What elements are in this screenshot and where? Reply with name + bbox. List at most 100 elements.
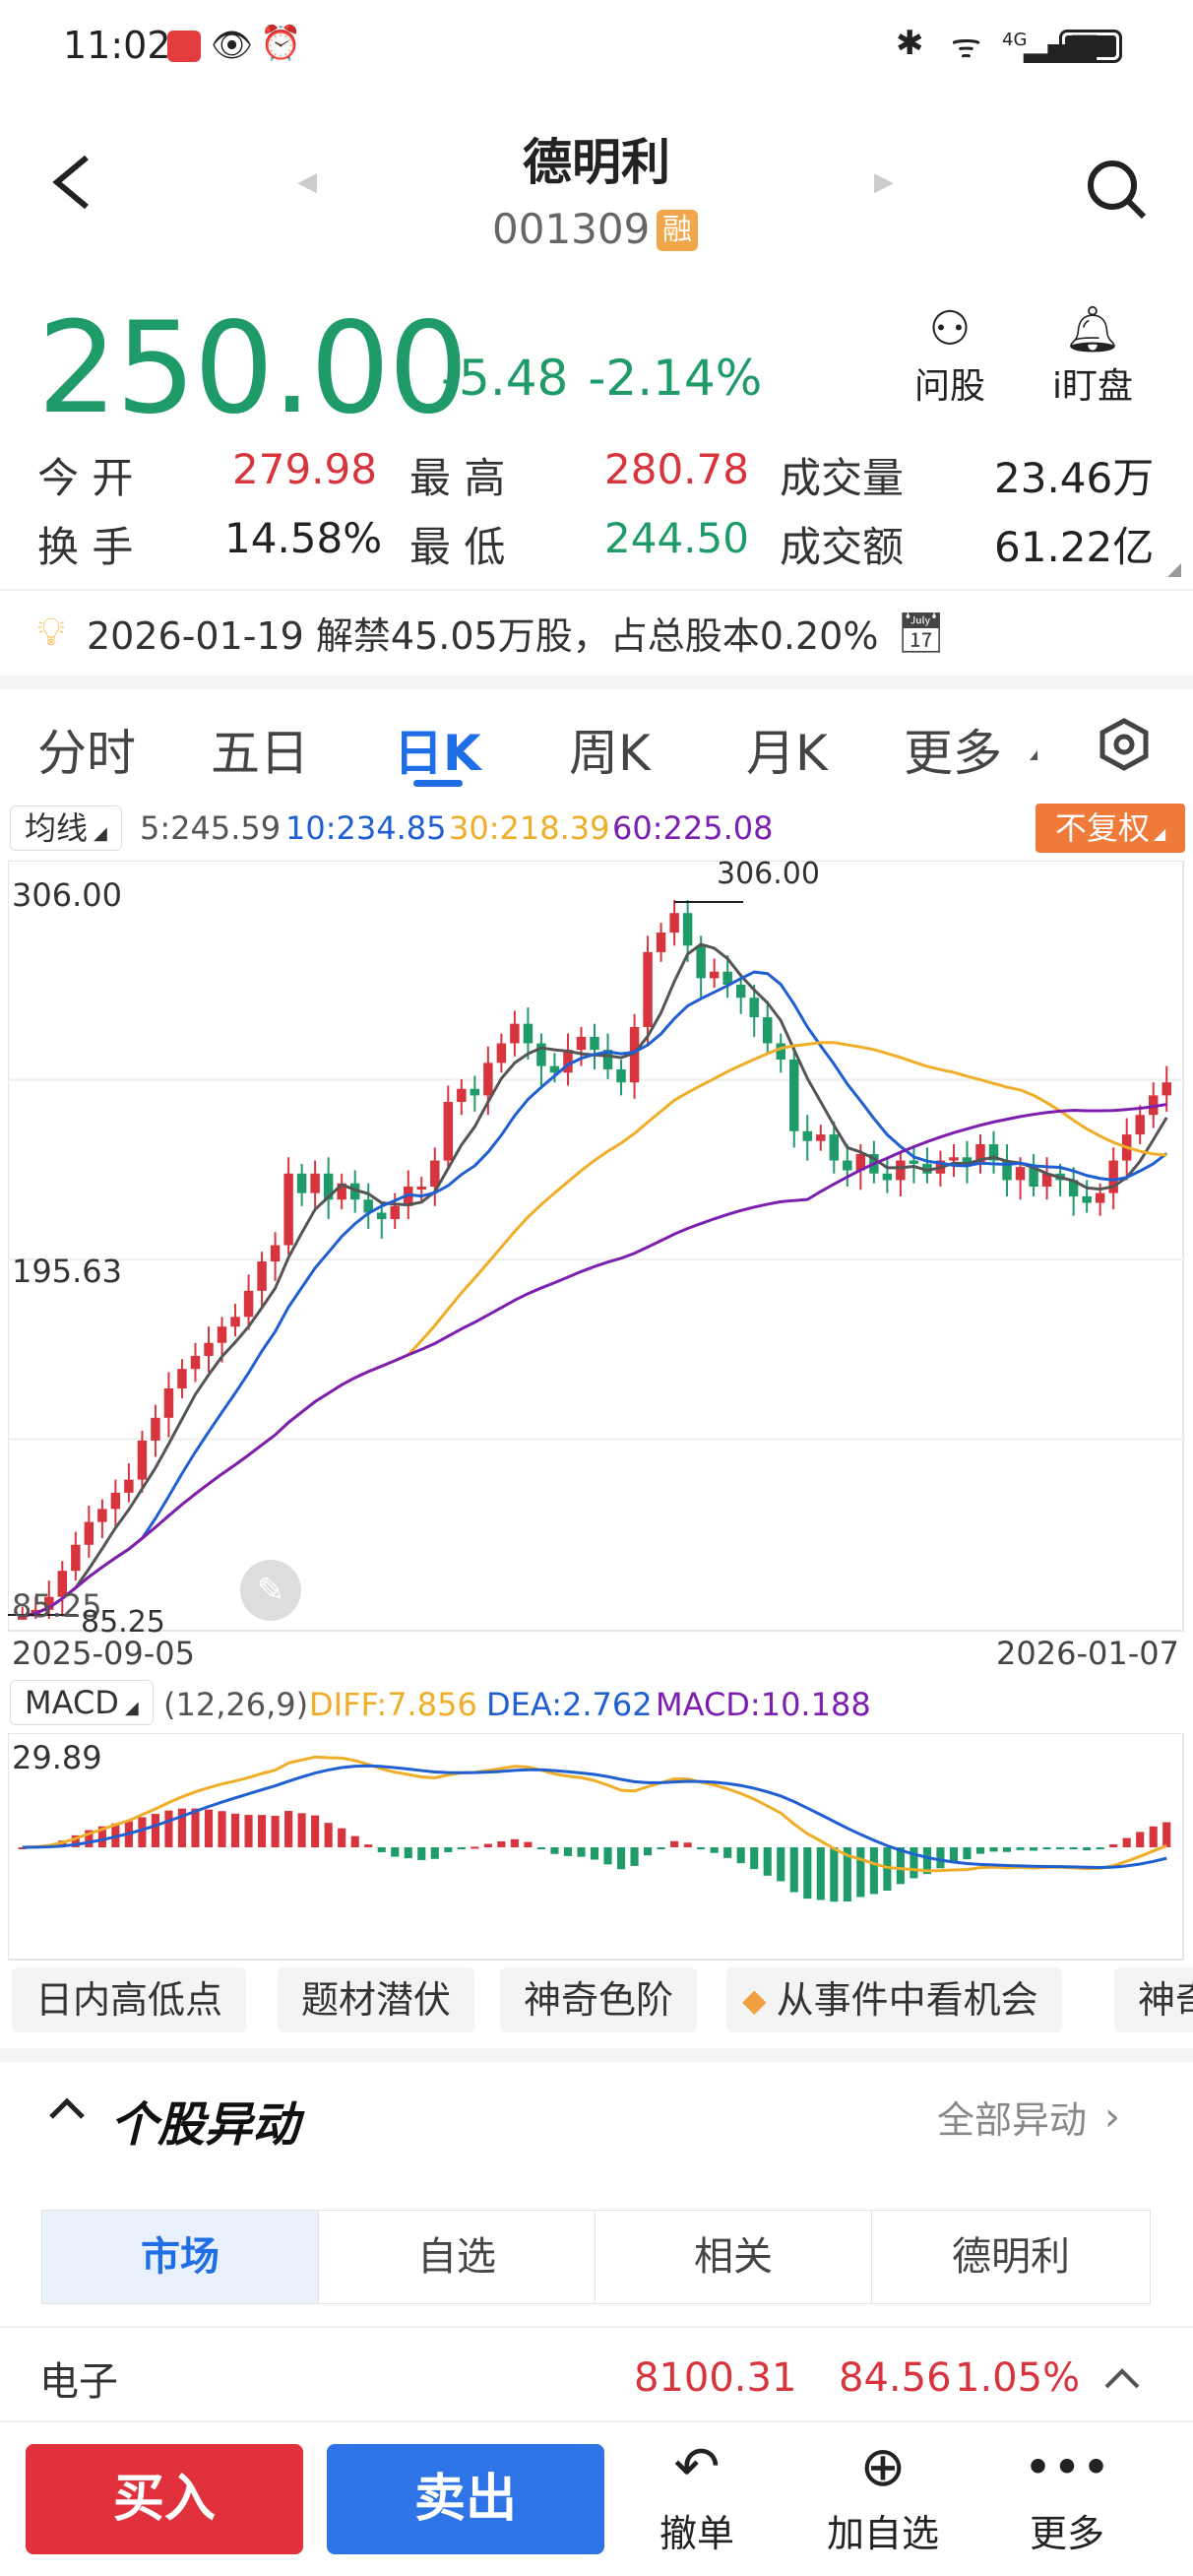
back-button[interactable] (47, 148, 96, 217)
macd-histogram-bar (777, 1847, 785, 1882)
ask-stock-button[interactable]: ⚇ 问股 (906, 300, 994, 409)
unlock-notice[interactable]: 💡︎ 2026-01-19 解禁45.05万股，占总股本0.20% 📅︎ (37, 603, 946, 662)
macd-histogram-bar (856, 1847, 865, 1898)
candle-body (124, 1479, 134, 1493)
candle-body (44, 1596, 54, 1610)
macd-histogram-bar (497, 1840, 506, 1847)
date-end-label: 2026-01-07 (996, 1635, 1179, 1672)
candle-body (696, 945, 706, 979)
stat-label-open: 今 开 (37, 454, 134, 502)
low-marker-label: 85.25 (81, 1605, 165, 1640)
candle-body (217, 1326, 227, 1343)
y-mid-label: 195.63 (12, 1253, 122, 1290)
candle-body (323, 1173, 334, 1200)
adjust-button[interactable]: 不复权 ◢ (1036, 804, 1185, 853)
watch-button[interactable]: 🔔︎ i盯盘 (1043, 300, 1142, 409)
tab-intraday[interactable]: 分时 (37, 725, 136, 782)
segment-watchlist[interactable]: 自选 (318, 2210, 596, 2304)
sector-value: 8100.31 (634, 2355, 797, 2401)
macd-histogram-bar (338, 1828, 346, 1847)
ma-selector[interactable]: 均线 ◢ (10, 805, 122, 851)
tab-more[interactable]: 更多 (904, 725, 1002, 782)
macd-histogram-bar (750, 1847, 759, 1870)
segment-related[interactable]: 相关 (595, 2210, 872, 2304)
candle-body (829, 1134, 840, 1161)
macd-histogram-bar (603, 1847, 612, 1865)
tag-more[interactable]: 神奇 (1114, 1967, 1193, 2032)
status-time: 11:02 (63, 24, 171, 67)
macd-selector[interactable]: MACD ◢ (10, 1680, 154, 1725)
macd-histogram-bar (616, 1847, 626, 1870)
tag-intraday-high-low[interactable]: 日内高低点 (12, 1967, 247, 2032)
search-button[interactable] (1083, 156, 1152, 228)
expand-corner-icon[interactable] (1167, 563, 1181, 577)
candle-body (71, 1544, 81, 1572)
search-icon (1088, 161, 1147, 220)
segment-market[interactable]: 市场 (41, 2210, 319, 2304)
macd-value: MACD:10.188 (656, 1686, 871, 1723)
tag-event-opportunity[interactable]: ◆ 从事件中看机会 (726, 1967, 1062, 2032)
tab-daily-k[interactable]: 日K (394, 725, 481, 782)
ma60-value: 60:225.08 (612, 809, 774, 847)
chart-frame (8, 861, 1184, 1632)
macd-histogram-bar (536, 1847, 545, 1849)
macd-histogram-bar (590, 1847, 599, 1860)
macd-histogram-bar (1069, 1847, 1078, 1850)
macd-histogram-bar (218, 1811, 226, 1847)
candle-body (97, 1509, 107, 1522)
sell-button[interactable]: 卖出 (327, 2444, 604, 2554)
dea-line (22, 1764, 1167, 1869)
chart-settings-button[interactable] (1095, 715, 1154, 778)
buy-button[interactable]: 买入 (26, 2444, 303, 2554)
all-movements-link[interactable]: 全部异动 › (937, 2090, 1120, 2144)
back-arrow-icon (52, 155, 89, 210)
candle-body (337, 1183, 346, 1200)
macd-histogram-bar (177, 1808, 187, 1847)
candle-body (470, 1088, 480, 1096)
candle-body (18, 1616, 28, 1620)
candle-body (616, 1068, 626, 1083)
macd-histogram-bar (524, 1841, 533, 1847)
ma30-value: 30:218.39 (449, 809, 610, 847)
undo-icon: ↶ (673, 2435, 721, 2499)
macd-histogram-bar (230, 1813, 240, 1847)
ma10-line (22, 970, 1168, 1618)
sector-row[interactable]: 电子 8100.31 84.56 1.05% (0, 2344, 1193, 2413)
tab-five-day[interactable]: 五日 (211, 725, 309, 782)
macd-histogram-bar (710, 1847, 719, 1853)
macd-histogram-bar (18, 1847, 27, 1849)
tab-monthly-k[interactable]: 月K (746, 725, 828, 782)
draw-tool-button[interactable]: ✎ (240, 1560, 301, 1621)
candle-body (137, 1440, 148, 1480)
macd-histogram-bar (1109, 1843, 1118, 1847)
macd-histogram-bar (1096, 1847, 1104, 1849)
tab-underline (413, 780, 463, 787)
macd-histogram-bar (244, 1815, 253, 1847)
next-stock-icon[interactable]: ▶ (874, 167, 894, 197)
price-change: -5.48 -2.14% (441, 350, 762, 407)
stat-label-turnover: 换 手 (37, 523, 134, 571)
segment-stock[interactable]: 德明利 (871, 2210, 1151, 2304)
tab-weekly-k[interactable]: 周K (569, 725, 651, 782)
cancel-order-button[interactable]: ↶ 撤单 (648, 2432, 746, 2557)
more-button[interactable]: ••• 更多 (1018, 2432, 1116, 2557)
calendar-icon: 📅︎ (896, 610, 947, 656)
candle-body (496, 1043, 507, 1063)
macd-histogram-bar (391, 1847, 400, 1857)
stat-value-turnover: 14.58% (224, 514, 383, 562)
tag-color-scale[interactable]: 神奇色阶 (500, 1967, 698, 2032)
collapse-button[interactable] (47, 2093, 87, 2127)
macd-histogram-bar (1162, 1822, 1171, 1847)
macd-chart[interactable] (8, 1733, 1185, 1962)
candle-body (110, 1492, 121, 1510)
macd-histogram-bar (1016, 1847, 1025, 1850)
macd-histogram-bar (657, 1847, 665, 1849)
add-watch-button[interactable]: ⊕ 加自选 (819, 2432, 947, 2557)
macd-histogram-bar (1149, 1826, 1158, 1847)
current-price: 250.00 (37, 295, 469, 442)
prev-stock-icon[interactable]: ◀ (297, 167, 317, 197)
candle-body (510, 1023, 520, 1044)
kline-chart[interactable] (8, 861, 1185, 1633)
stat-value-amount: 61.22亿 (994, 523, 1155, 571)
tag-theme-ambush[interactable]: 题材潜伏 (278, 1967, 475, 2032)
